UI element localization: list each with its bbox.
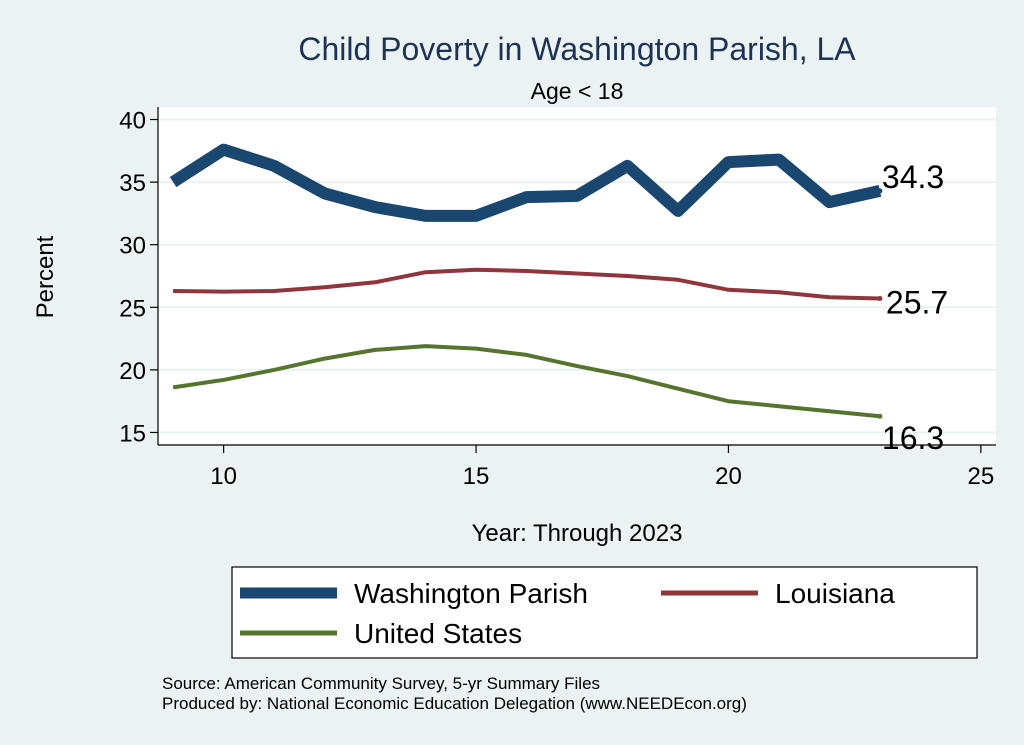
legend-items: Washington Parish Louisiana United States — [240, 578, 895, 649]
x-tick-label-15: 15 — [463, 463, 490, 490]
x-axis-label: Year: Through 2023 — [472, 520, 683, 547]
y-tick-label-20: 20 — [119, 358, 146, 385]
source-note: Source: American Community Survey, 5-yr … — [162, 674, 600, 693]
y-tick-label-40: 40 — [119, 108, 146, 135]
chart-title: Child Poverty in Washington Parish, LA — [298, 31, 856, 67]
series-line-united-states — [172, 344, 881, 419]
end-label-louisiana: 25.7 — [886, 285, 948, 321]
y-tick-label-25: 25 — [119, 295, 146, 322]
end-labels: 34.3 25.7 16.3 — [882, 159, 948, 456]
series-line-washington-parish — [169, 143, 882, 222]
x-tick-label-10: 10 — [210, 463, 237, 490]
legend-label-louisiana: Louisiana — [775, 578, 895, 609]
chart-subtitle: Age < 18 — [531, 78, 624, 104]
end-label-washington-parish: 34.3 — [882, 159, 944, 195]
series-lines — [169, 143, 883, 419]
series-end-point-united-states — [877, 413, 883, 419]
series-end-point-washington-parish — [877, 188, 883, 194]
series-line-louisiana — [173, 267, 880, 301]
plot-area — [158, 107, 996, 445]
y-axis-label: Percent — [32, 235, 59, 318]
y-tick-label-15: 15 — [119, 420, 146, 447]
x-tick-label-25: 25 — [968, 463, 995, 490]
y-tick-label-30: 30 — [119, 233, 146, 260]
produced-by-note: Produced by: National Economic Education… — [162, 694, 747, 713]
x-tick-label-20: 20 — [715, 463, 742, 490]
y-tick-label-35: 35 — [119, 170, 146, 197]
legend-label-united-states: United States — [354, 618, 522, 649]
end-label-united-states: 16.3 — [882, 420, 944, 456]
axes: 15 20 25 30 35 40 10 15 20 25 — [119, 107, 996, 490]
legend — [231, 566, 978, 659]
series-end-point-louisiana — [877, 296, 883, 302]
legend-label-washington-parish: Washington Parish — [354, 578, 588, 609]
